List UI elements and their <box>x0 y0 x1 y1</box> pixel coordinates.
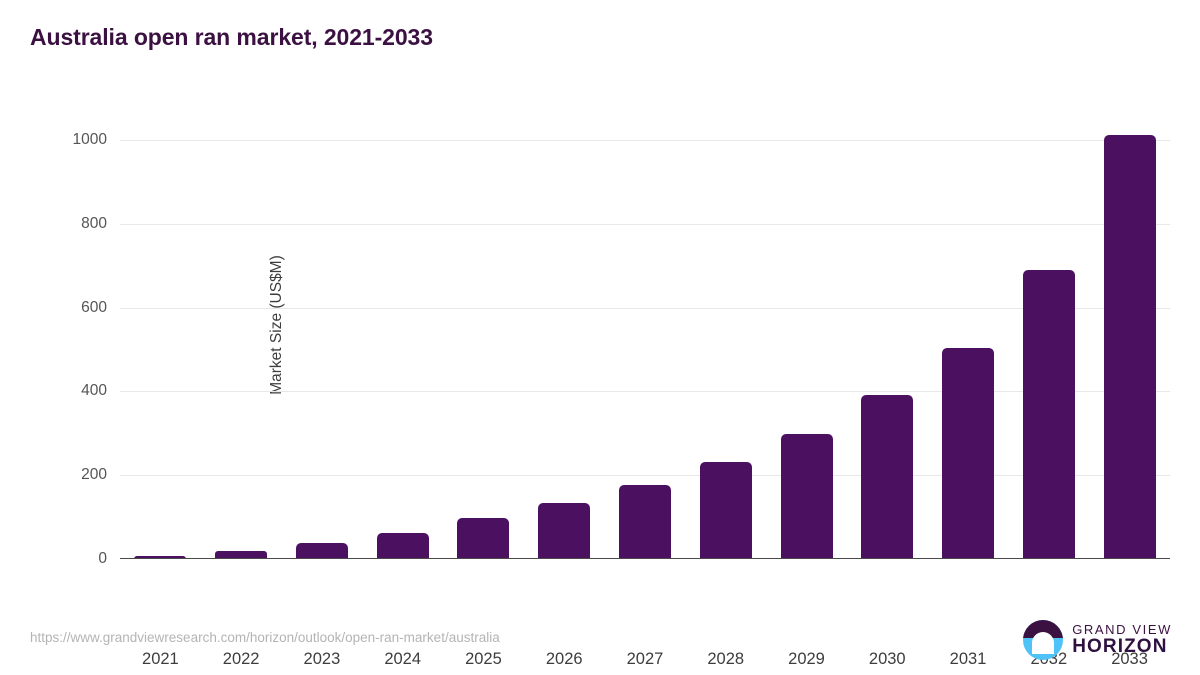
chart-plot-wrapper: Market Size (US$M) 0 200 400 600 800 1000 202… <box>0 90 1200 668</box>
bar-slot <box>847 115 928 559</box>
bar-2033[interactable] <box>1103 134 1156 559</box>
brand-name-secondary: HORIZON <box>1072 635 1168 657</box>
bar-slot <box>1008 115 1089 559</box>
logo-sky-half <box>1023 620 1064 638</box>
bar-2032[interactable] <box>1022 269 1075 559</box>
x-tick-label-2030: 2030 <box>868 650 906 668</box>
bar-2022[interactable] <box>215 550 268 559</box>
gridline <box>120 307 1170 309</box>
bar-2023[interactable] <box>295 543 348 559</box>
bar-2027[interactable] <box>618 485 671 559</box>
bar-2025[interactable] <box>457 518 510 559</box>
brand-logo-text: GRAND VIEW HORIZON <box>1072 623 1172 657</box>
plot-area: 0 200 400 600 800 1000 <box>73 115 1170 567</box>
bar-2031[interactable] <box>942 348 995 559</box>
bar-slot <box>766 115 847 559</box>
bar-slot <box>362 115 443 559</box>
x-tick-label-2023: 2023 <box>303 650 341 668</box>
x-tick-label-2028: 2028 <box>707 650 745 668</box>
gridline <box>120 391 1170 393</box>
bar-slot <box>1089 115 1170 559</box>
logo-sun-dome <box>1032 632 1055 654</box>
x-tick-label-2025: 2025 <box>465 650 502 668</box>
bar-2029[interactable] <box>780 434 833 559</box>
y-tick-label: 800 <box>81 214 107 232</box>
bar-slot <box>605 115 686 559</box>
horizon-sun-circle-icon <box>1023 620 1064 660</box>
y-tick-label: 1000 <box>72 131 107 149</box>
y-tick-label: 600 <box>81 298 107 316</box>
y-tick-label: 200 <box>81 466 107 484</box>
brand-logo[interactable]: GRAND VIEW HORIZON <box>1023 620 1172 660</box>
y-tick-label: 400 <box>81 382 107 400</box>
y-tick-label: 0 <box>98 550 107 567</box>
x-tick-label-2024: 2024 <box>384 650 422 668</box>
bar-slot <box>282 115 363 559</box>
x-tick-labels-group: 2021 2022 2023 2024 2025 2026 2027 2028 2029 2030… <box>120 650 1170 669</box>
bar-slot <box>524 115 605 559</box>
bar-2026[interactable] <box>538 503 591 559</box>
bar-slot <box>120 115 201 559</box>
logo-ray-line-2 <box>1037 648 1049 652</box>
gridline <box>120 223 1170 225</box>
bar-2024[interactable] <box>376 532 429 559</box>
x-tick-label-2033: 2033 <box>1111 650 1148 668</box>
bar-series <box>120 115 1170 559</box>
gridline <box>120 475 1170 477</box>
bar-2030[interactable] <box>861 394 914 559</box>
x-tick-label-2021: 2021 <box>142 650 179 668</box>
bar-slot <box>928 115 1009 559</box>
bar-slot <box>685 115 766 559</box>
brand-name-primary: GRAND VIEW <box>1072 622 1172 638</box>
x-tick-label-2022: 2022 <box>222 650 260 668</box>
bar-2028[interactable] <box>699 462 752 559</box>
x-tick-label-2027: 2027 <box>626 650 664 668</box>
source-url[interactable]: https://www.grandviewresearch.com/horizo… <box>30 630 500 645</box>
page-title: Australia open ran market, 2021-2033 <box>30 24 433 50</box>
x-tick-label-2026: 2026 <box>545 650 583 668</box>
x-tick-label-2029: 2029 <box>788 650 825 668</box>
bar-slot <box>443 115 524 559</box>
x-tick-label-2031: 2031 <box>949 650 987 668</box>
gridline <box>120 140 1170 142</box>
logo-ray-line-1 <box>1034 644 1053 647</box>
x-axis-line <box>120 557 1170 559</box>
bar-slot <box>201 115 282 559</box>
